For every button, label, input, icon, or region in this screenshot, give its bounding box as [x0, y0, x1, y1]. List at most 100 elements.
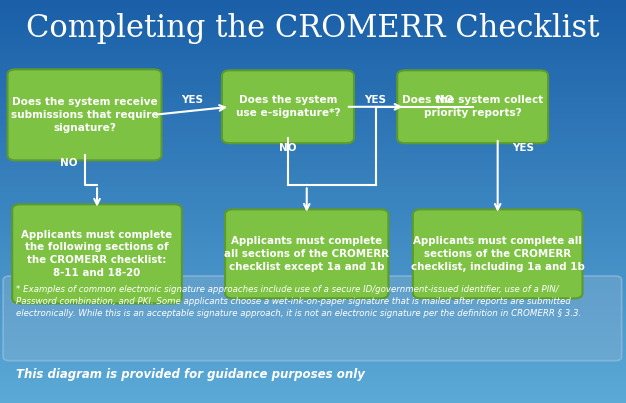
Bar	[0, 85, 626, 87]
Bar	[0, 238, 626, 240]
Bar	[0, 359, 626, 361]
Bar	[0, 163, 626, 165]
Bar	[0, 324, 626, 326]
Bar	[0, 349, 626, 351]
Bar	[0, 99, 626, 101]
Bar	[0, 139, 626, 141]
Bar	[0, 326, 626, 328]
Bar	[0, 288, 626, 290]
Bar	[0, 4, 626, 6]
Bar	[0, 395, 626, 397]
Bar	[0, 10, 626, 12]
Bar	[0, 149, 626, 151]
Text: Applicants must complete
all sections of the CROMERR
checklist except 1a and 1b: Applicants must complete all sections of…	[224, 236, 389, 272]
Bar	[0, 399, 626, 401]
Bar	[0, 175, 626, 177]
FancyBboxPatch shape	[8, 69, 162, 160]
Bar	[0, 377, 626, 379]
Bar	[0, 34, 626, 36]
Bar	[0, 242, 626, 244]
Bar	[0, 89, 626, 91]
Bar	[0, 87, 626, 89]
Bar	[0, 262, 626, 264]
Bar	[0, 133, 626, 135]
Bar	[0, 328, 626, 330]
Bar	[0, 199, 626, 202]
Bar	[0, 12, 626, 14]
Bar	[0, 115, 626, 117]
Bar	[0, 189, 626, 191]
Bar	[0, 179, 626, 181]
Bar	[0, 191, 626, 193]
Bar	[0, 58, 626, 60]
Bar	[0, 330, 626, 332]
Bar	[0, 316, 626, 318]
Bar	[0, 109, 626, 111]
Bar	[0, 111, 626, 113]
Bar	[0, 81, 626, 83]
Bar	[0, 91, 626, 93]
Bar	[0, 56, 626, 58]
Bar	[0, 204, 626, 206]
Bar	[0, 103, 626, 105]
Text: Does the system
use e-signature*?: Does the system use e-signature*?	[235, 96, 341, 118]
Bar	[0, 113, 626, 115]
Bar	[0, 137, 626, 139]
Bar	[0, 351, 626, 353]
Bar	[0, 202, 626, 204]
Text: NO: NO	[60, 158, 78, 168]
Bar	[0, 334, 626, 337]
Bar	[0, 286, 626, 288]
Bar	[0, 355, 626, 357]
Bar	[0, 69, 626, 71]
Bar	[0, 322, 626, 324]
Bar	[0, 73, 626, 75]
Bar	[0, 357, 626, 359]
FancyBboxPatch shape	[222, 71, 354, 143]
Bar	[0, 181, 626, 183]
Bar	[0, 187, 626, 189]
Bar	[0, 135, 626, 137]
Bar	[0, 276, 626, 278]
Bar	[0, 44, 626, 46]
Bar	[0, 296, 626, 298]
Text: YES: YES	[181, 95, 203, 104]
Bar	[0, 157, 626, 159]
Bar	[0, 79, 626, 81]
Text: NO: NO	[279, 143, 297, 153]
Bar	[0, 230, 626, 232]
Bar	[0, 294, 626, 296]
Text: Completing the CROMERR Checklist: Completing the CROMERR Checklist	[26, 13, 600, 44]
Bar	[0, 26, 626, 28]
Bar	[0, 161, 626, 163]
Bar	[0, 264, 626, 266]
Bar	[0, 282, 626, 284]
Bar	[0, 389, 626, 391]
Bar	[0, 60, 626, 62]
Bar	[0, 393, 626, 395]
Bar	[0, 71, 626, 73]
Bar	[0, 195, 626, 197]
Bar	[0, 40, 626, 42]
Bar	[0, 159, 626, 161]
Bar	[0, 173, 626, 175]
Bar	[0, 167, 626, 169]
Bar	[0, 54, 626, 56]
Bar	[0, 290, 626, 292]
Bar	[0, 66, 626, 69]
Bar	[0, 220, 626, 222]
Bar	[0, 254, 626, 256]
Bar	[0, 306, 626, 308]
Bar	[0, 367, 626, 369]
Bar	[0, 312, 626, 314]
Bar	[0, 119, 626, 121]
Bar	[0, 270, 626, 272]
Bar	[0, 371, 626, 373]
Bar	[0, 64, 626, 66]
Text: Does the system receive
submissions that require
signature?: Does the system receive submissions that…	[11, 97, 158, 133]
Bar	[0, 308, 626, 310]
Bar	[0, 0, 626, 2]
Bar	[0, 387, 626, 389]
Bar	[0, 169, 626, 171]
Bar	[0, 14, 626, 16]
